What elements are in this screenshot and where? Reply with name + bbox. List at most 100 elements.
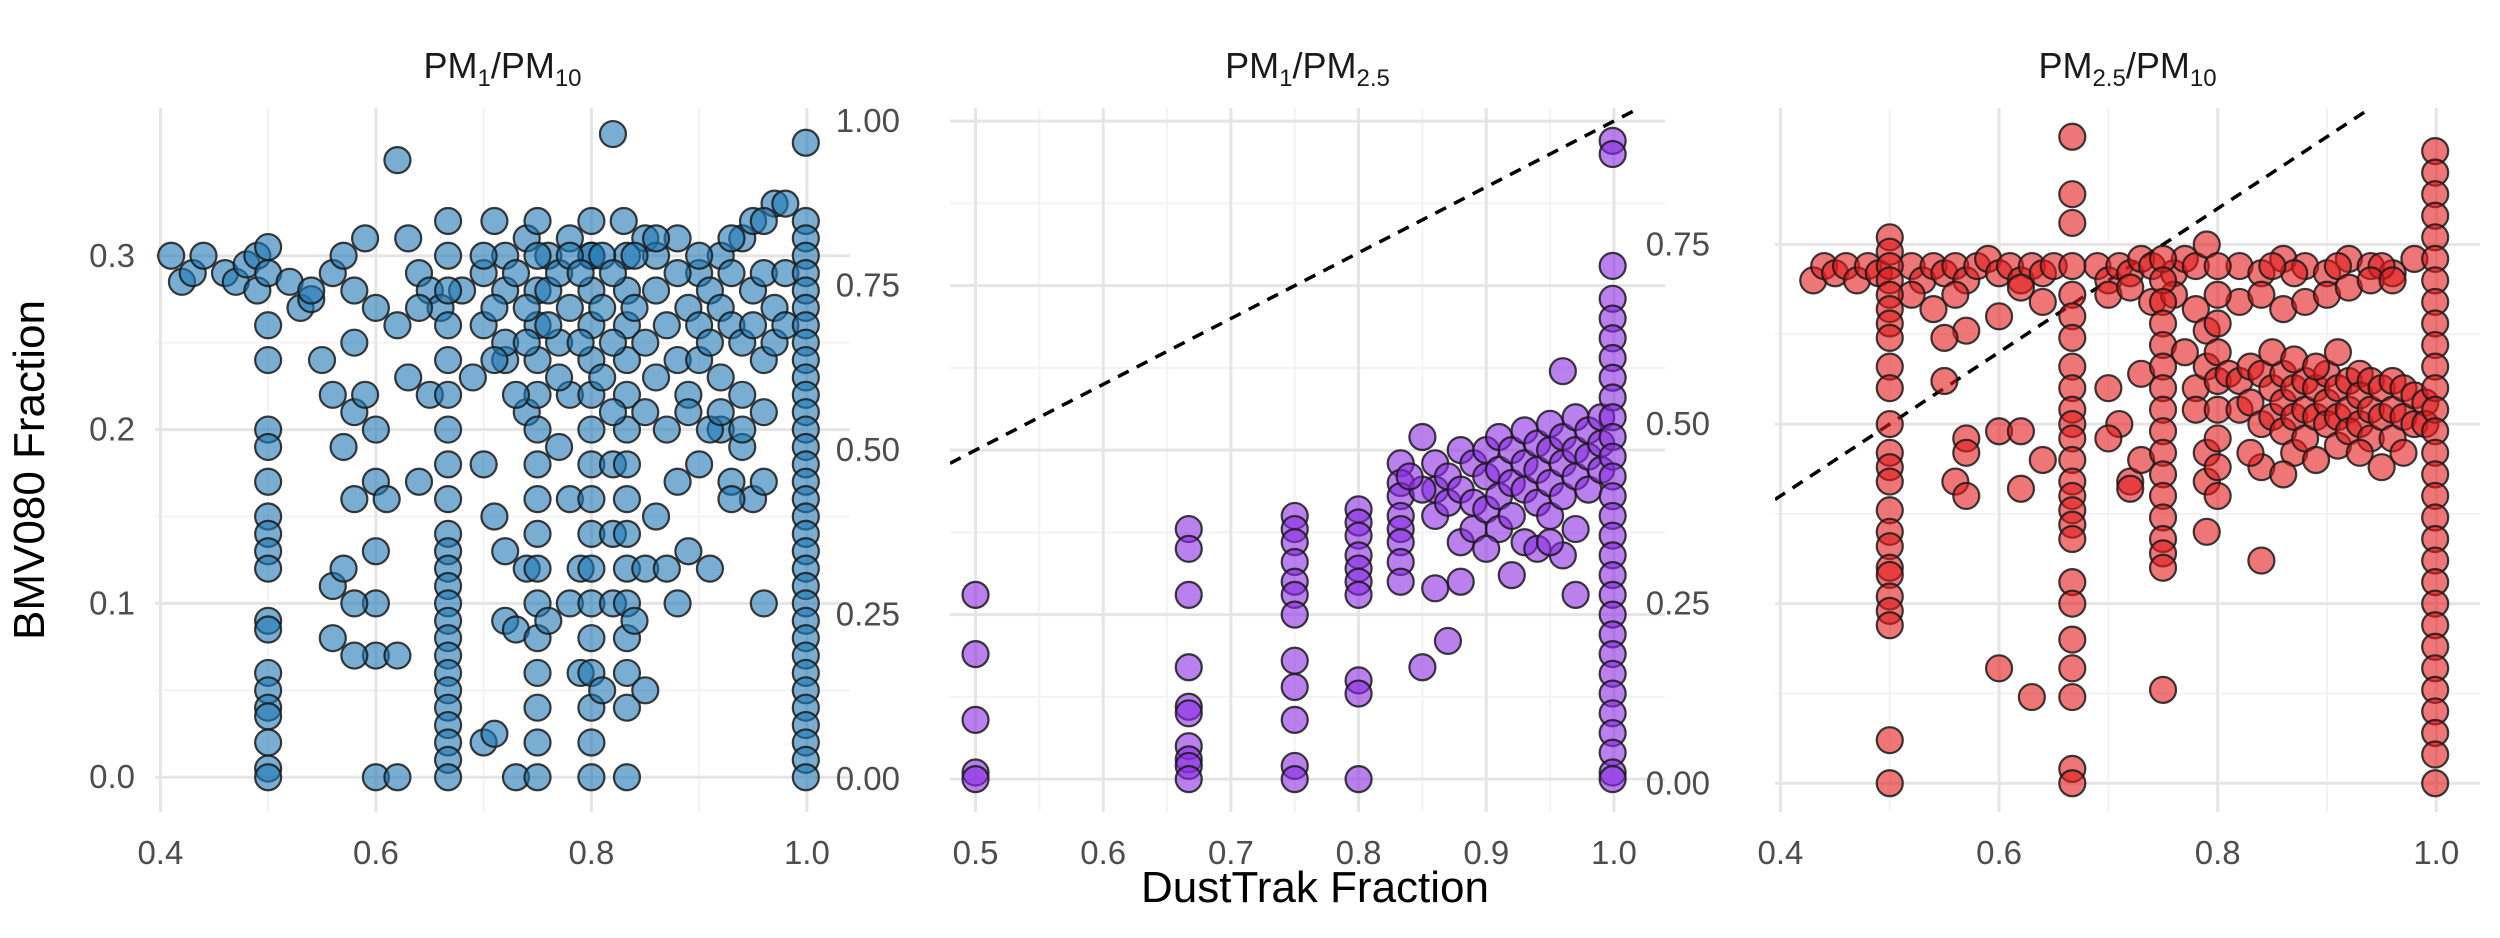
scatter-point <box>2203 280 2232 309</box>
scatter-point <box>544 363 574 392</box>
scatter-point <box>771 189 800 218</box>
scatter-point <box>1875 726 1904 755</box>
scatter-point <box>1344 679 1373 708</box>
y-tick-label: 0.75 <box>1646 225 1710 262</box>
scatter-point <box>433 450 463 479</box>
scatter-point <box>961 580 990 609</box>
scatter-point <box>598 328 628 357</box>
scatter-point <box>620 293 649 323</box>
scatter-point <box>717 485 746 514</box>
scatter-point <box>1386 567 1415 596</box>
scatter-point <box>1344 765 1373 794</box>
scatter-point <box>254 728 283 757</box>
scatter-point <box>641 224 671 253</box>
scatter-point <box>674 398 703 427</box>
scatter-point <box>555 293 584 323</box>
scatter-point <box>2421 769 2450 798</box>
scatter-point <box>791 763 820 792</box>
panel-2: 0.5 0.6 0.7 0.8 0.9 1.0 0.00 0.25 0.50 0.75 1.00 PM… <box>836 45 1665 871</box>
scatter-point <box>361 537 390 566</box>
scatter-point <box>631 676 660 705</box>
scatter-point <box>433 485 463 514</box>
scatter-point <box>1875 611 1904 640</box>
scatter-point <box>480 719 509 748</box>
scatter-point <box>523 450 552 479</box>
scatter-point <box>433 415 463 444</box>
scatter-point <box>598 398 628 427</box>
scatter-point <box>1919 295 1948 324</box>
scatter-point <box>577 415 606 444</box>
scatter-point <box>2236 438 2265 467</box>
scatter-point <box>1174 653 1203 682</box>
scatter-point <box>2028 287 2057 317</box>
scatter-point <box>1395 462 1424 491</box>
scatter-point <box>254 615 283 644</box>
scatter-point <box>2323 338 2353 367</box>
x-tick-label: 1.0 <box>784 834 830 871</box>
panel-title: PM1/PM2.5 <box>1225 45 1390 92</box>
scatter-point <box>1952 438 1981 467</box>
scatter-point <box>1598 251 1627 281</box>
scatter-point <box>351 380 380 409</box>
scatter-point <box>961 705 990 734</box>
scatter-point <box>2058 251 2087 281</box>
scatter-point <box>254 763 283 792</box>
scatter-point <box>544 432 574 462</box>
panel-title-part: /PM <box>1292 45 1356 86</box>
panel-3: 0.4 0.6 0.8 1.0 0.00 0.25 0.50 0.75 PM2.5/PM10 <box>1646 45 2480 871</box>
y-tick-label: 0.1 <box>89 584 135 621</box>
scatter-point <box>577 485 606 514</box>
scatter-point <box>577 728 606 757</box>
reference-line-1to1 <box>1775 108 2372 501</box>
scatter-point <box>577 554 606 583</box>
scatter-point <box>523 763 552 792</box>
x-tick-label: 0.4 <box>137 834 183 871</box>
scatter-point <box>307 345 337 375</box>
scatter-point <box>566 328 595 357</box>
scatter-point <box>340 589 369 618</box>
scatter-point <box>523 415 552 444</box>
scatter-point <box>652 311 681 340</box>
scatter-point <box>361 415 390 444</box>
scatter-point <box>2058 769 2087 798</box>
x-tick-label: 1.0 <box>2413 834 2459 871</box>
scatter-point <box>641 363 671 392</box>
scatter-point <box>433 380 463 409</box>
scatter-point <box>523 693 552 722</box>
scatter-point <box>2094 374 2123 403</box>
scatter-point <box>383 763 412 792</box>
scatter-point <box>738 311 768 340</box>
scatter-point <box>1875 769 1904 798</box>
scatter-point <box>383 146 412 175</box>
scatter-point <box>523 554 552 583</box>
scatter-point <box>254 345 283 375</box>
scatter-point <box>501 380 531 409</box>
scatter-point <box>961 639 990 669</box>
data-points <box>157 119 820 792</box>
scatter-point <box>961 765 990 794</box>
scatter-point <box>674 537 703 566</box>
scatter-point <box>2017 682 2046 712</box>
scatter-point <box>433 311 463 340</box>
scatter-point <box>2269 460 2298 489</box>
scatter-point <box>2028 445 2057 475</box>
scatter-point <box>383 311 412 340</box>
panel-title: PM1/PM10 <box>423 45 581 92</box>
scatter-point <box>1174 534 1203 563</box>
scatter-point <box>2258 251 2287 281</box>
scatter-point <box>1984 654 2014 683</box>
scatter-point <box>2058 682 2087 712</box>
scatter-point <box>749 467 778 496</box>
y-tick-label: 0.75 <box>836 267 900 304</box>
scatter-point <box>1548 482 1577 511</box>
scatter-point <box>534 606 563 635</box>
scatter-point <box>329 554 358 583</box>
scatter-point <box>1280 705 1309 734</box>
scatter-point <box>318 380 347 409</box>
scatter-point <box>2058 589 2087 618</box>
scatter-point <box>433 763 463 792</box>
scatter-point <box>394 224 423 253</box>
y-tick-label: 0.50 <box>1646 405 1710 442</box>
